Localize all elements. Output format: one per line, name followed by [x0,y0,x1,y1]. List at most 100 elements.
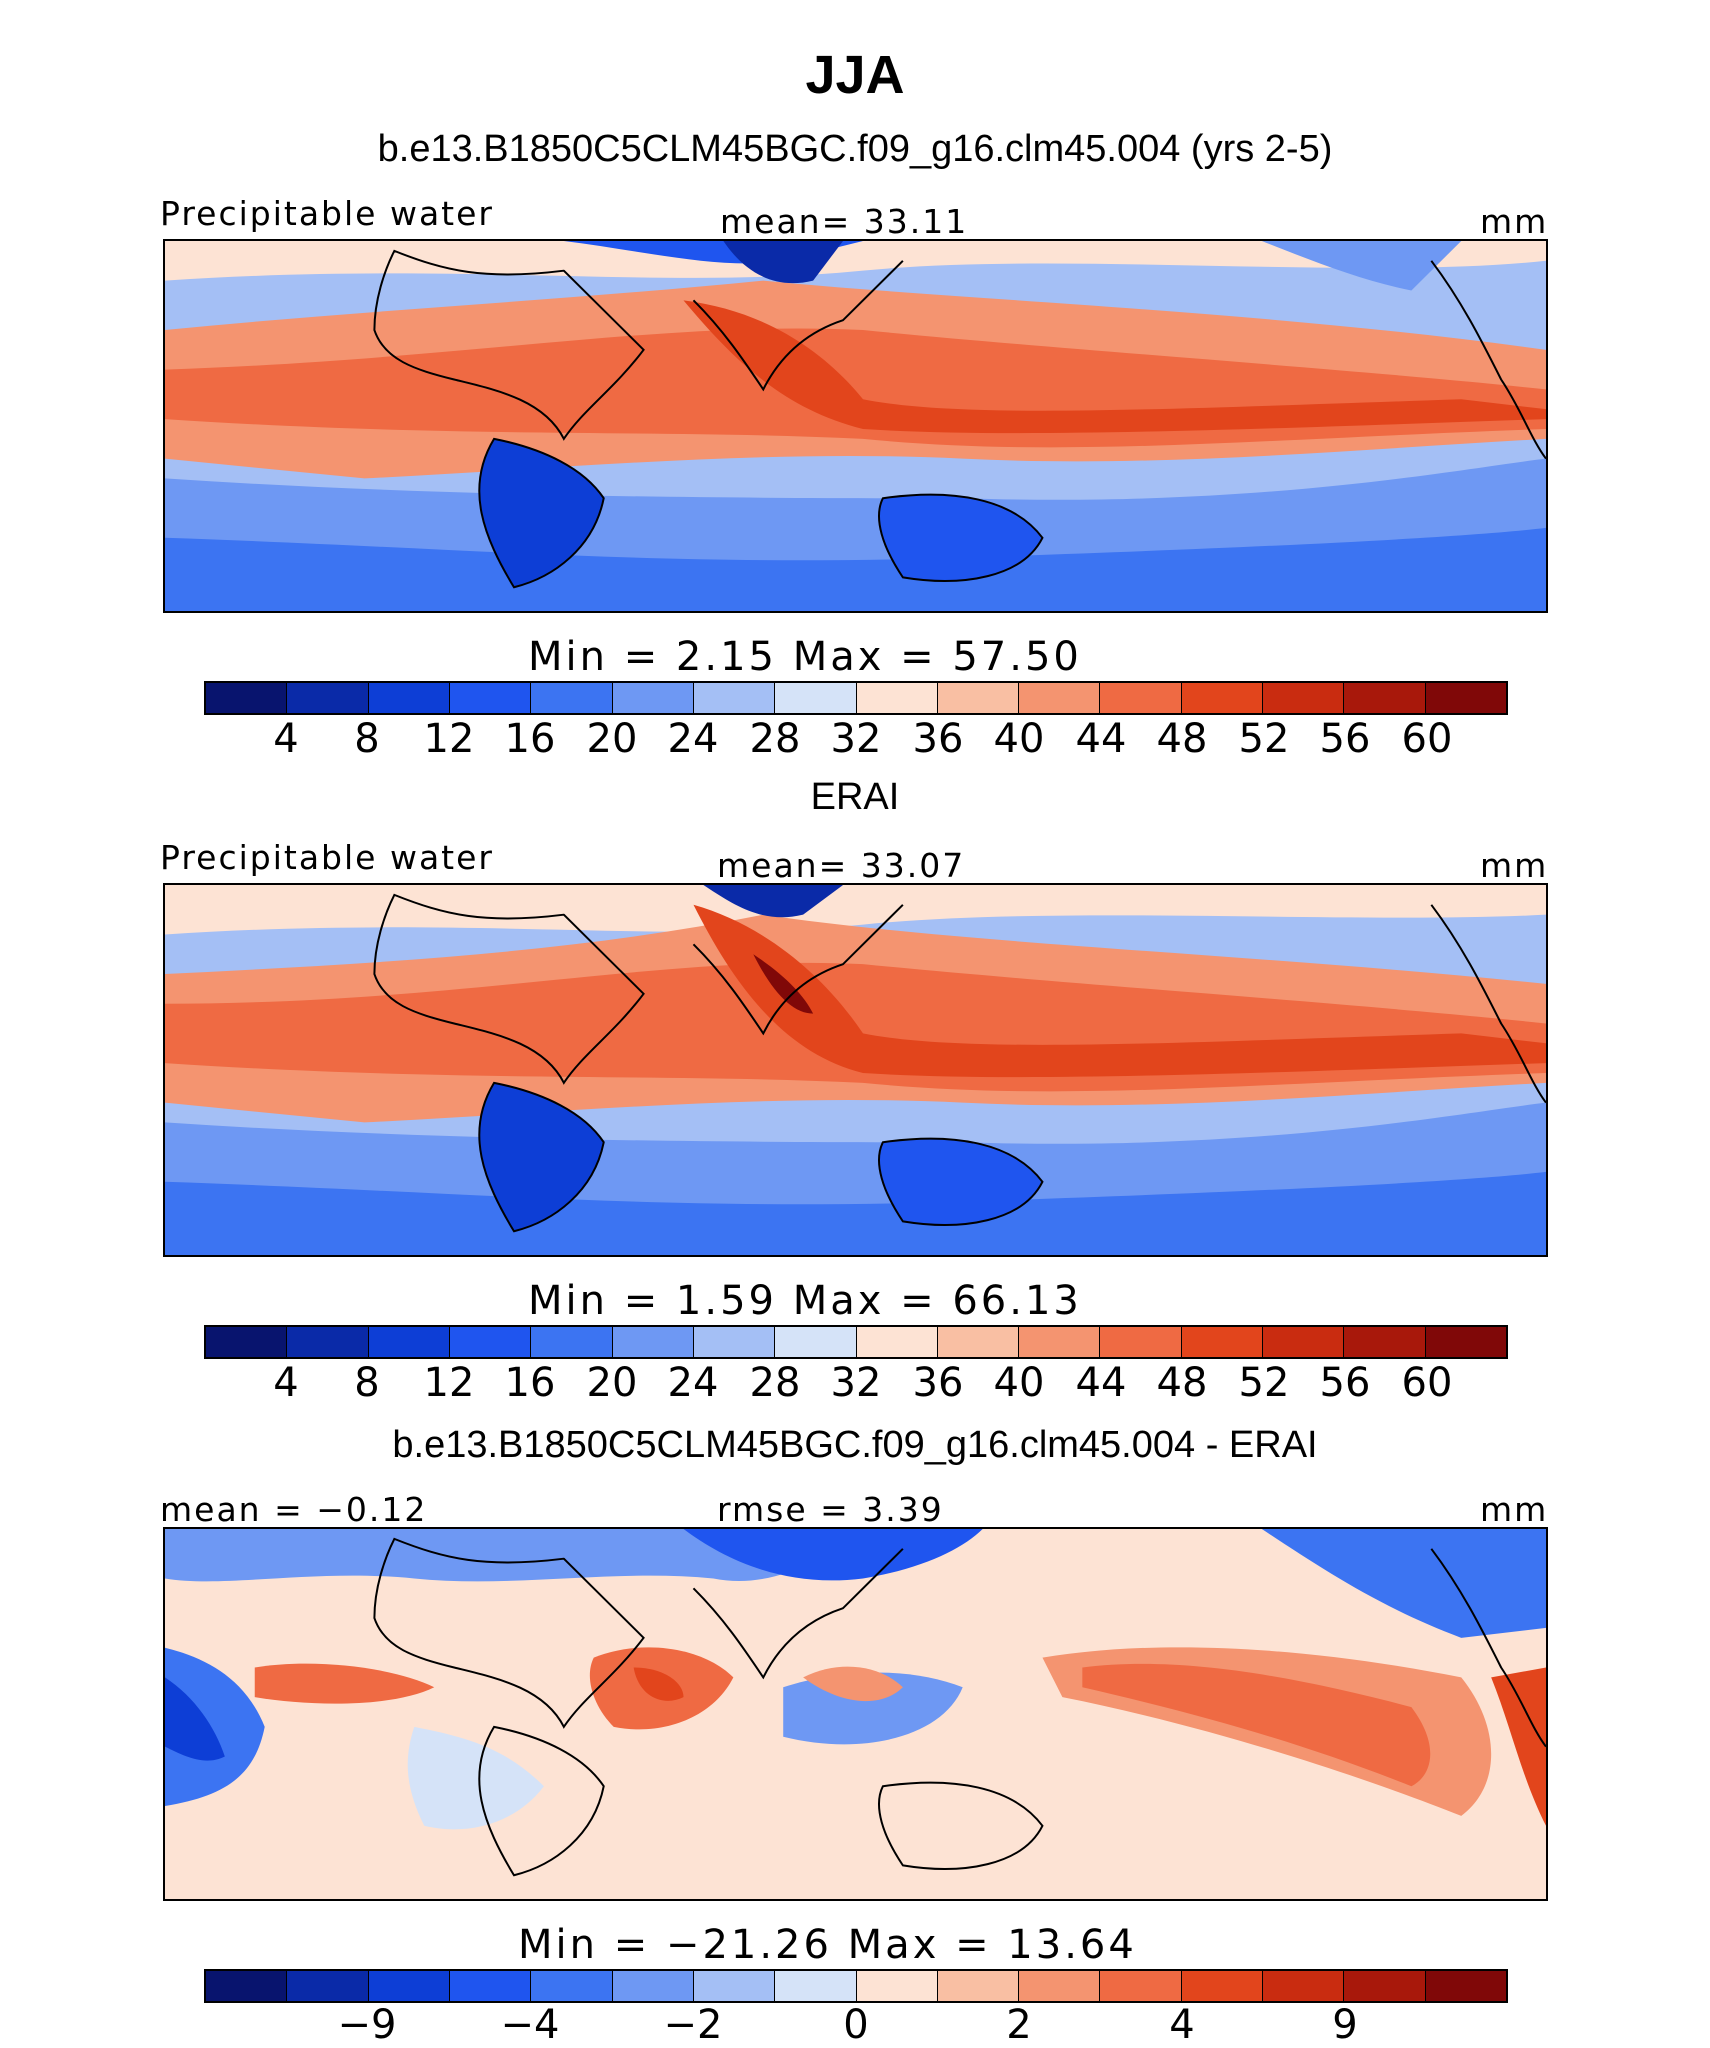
colorbar-tick: 0 [843,2002,869,2048]
panel-2-min-max: Min = 1.59 Max = 66.13 [528,1278,1082,1324]
colorbar-tick: 52 [1238,1360,1290,1406]
colorbar-tick: 28 [749,1360,801,1406]
colorbar-tick: 16 [504,716,556,762]
colorbar-3-swatch [1019,1971,1101,2001]
panel-2-variable-label: Precipitable water [160,838,494,877]
colorbar-3-swatch [1344,1971,1426,2001]
panel-3-min-max: Min = −21.26 Max = 13.64 [518,1922,1137,1968]
colorbar-2-swatch [693,1327,776,1357]
colorbar-2-swatch [1181,1327,1264,1357]
colorbar-tick: 44 [1075,1360,1127,1406]
colorbar-tick: 4 [273,716,299,762]
colorbar-tick: 16 [504,1360,556,1406]
panel-3-rmse-label: rmse = 3.39 [717,1490,944,1529]
colorbar-1-swatch [1181,683,1264,713]
colorbar-2-swatch [531,1327,613,1357]
colorbar-3-swatch [287,1971,369,2001]
colorbar-tick: 12 [423,716,475,762]
colorbar-3-swatch [368,1971,450,2001]
colorbar-2-swatch [775,1327,857,1357]
colorbar-tick: 24 [667,1360,719,1406]
colorbar-1-swatch [206,683,288,713]
colorbar-1-swatch [1100,683,1182,713]
colorbar-tick: 28 [749,716,801,762]
colorbar-2-swatch [1425,1327,1506,1357]
colorbar-1-swatch [1344,683,1426,713]
colorbar-1-swatch [287,683,369,713]
panel-1-variable-label: Precipitable water [160,194,494,233]
colorbar-tick: 40 [993,1360,1045,1406]
colorbar-tick: 48 [1156,716,1208,762]
colorbar-tick: 24 [667,716,719,762]
panel-1-mean-label: mean= 33.11 [720,202,969,241]
colorbar-tick: 2 [1006,2002,1032,2048]
figure-title: JJA [805,45,905,105]
colorbar-2-swatch [368,1327,450,1357]
colorbar-1-swatch [612,683,694,713]
colorbar-3-swatch [1100,1971,1182,2001]
colorbar-2-swatch [612,1327,694,1357]
colorbar-tick: 9 [1332,2002,1358,2048]
panel-3-map [163,1527,1548,1901]
panel-3-colorbar [204,1969,1508,2003]
panel-3-title: b.e13.B1850C5CLM45BGC.f09_g16.clm45.004 … [392,1424,1318,1466]
colorbar-3-swatch [206,1971,288,2001]
panel-2-map [163,883,1548,1257]
colorbar-tick: 20 [586,716,638,762]
colorbar-2-swatch [1100,1327,1182,1357]
panel-2-colorbar [204,1325,1508,1359]
colorbar-tick: 20 [586,1360,638,1406]
panel-2-title: ERAI [810,776,900,818]
panel-1-colorbar [204,681,1508,715]
colorbar-2-swatch [1344,1327,1426,1357]
colorbar-1-swatch [693,683,776,713]
colorbar-tick: −4 [500,2002,560,2048]
colorbar-tick: 60 [1401,1360,1453,1406]
colorbar-tick: −9 [337,2002,397,2048]
panel-2-units: mm [1480,846,1549,885]
colorbar-3-swatch [775,1971,857,2001]
colorbar-tick: 8 [354,716,380,762]
colorbar-2-swatch [206,1327,288,1357]
colorbar-3-swatch [856,1971,938,2001]
colorbar-1-swatch [1425,683,1506,713]
colorbar-tick: 4 [1169,2002,1195,2048]
panel-1-field [165,241,1546,611]
colorbar-tick: 52 [1238,716,1290,762]
colorbar-tick: 4 [273,1360,299,1406]
colorbar-2-swatch [937,1327,1020,1357]
colorbar-3-swatch [937,1971,1020,2001]
colorbar-3-swatch [531,1971,613,2001]
colorbar-2-swatch [1019,1327,1101,1357]
colorbar-tick: 56 [1319,1360,1371,1406]
colorbar-3-swatch [693,1971,776,2001]
panel-1-min-max: Min = 2.15 Max = 57.50 [528,634,1082,680]
panel-1-map [163,239,1548,613]
colorbar-tick: 36 [912,716,964,762]
panel-3-field [165,1529,1546,1899]
colorbar-tick: 12 [423,1360,475,1406]
panel-2-mean-label: mean= 33.07 [717,846,966,885]
colorbar-1-swatch [775,683,857,713]
colorbar-tick: 60 [1401,716,1453,762]
colorbar-1-swatch [937,683,1020,713]
panel-1-title: b.e13.B1850C5CLM45BGC.f09_g16.clm45.004 … [377,128,1333,170]
colorbar-tick: 44 [1075,716,1127,762]
colorbar-2-swatch [856,1327,938,1357]
colorbar-2-swatch [449,1327,532,1357]
colorbar-tick: 48 [1156,1360,1208,1406]
colorbar-2-swatch [1263,1327,1345,1357]
colorbar-3-swatch [1425,1971,1506,2001]
colorbar-1-swatch [1019,683,1101,713]
panel-3-mean-label: mean = −0.12 [160,1490,428,1529]
colorbar-3-swatch [1181,1971,1264,2001]
colorbar-3-swatch [449,1971,532,2001]
panel-1-units: mm [1480,202,1549,241]
colorbar-1-swatch [449,683,532,713]
colorbar-tick: 36 [912,1360,964,1406]
colorbar-tick: 32 [830,1360,882,1406]
colorbar-tick: 32 [830,716,882,762]
panel-2-field [165,885,1546,1255]
colorbar-2-swatch [287,1327,369,1357]
colorbar-1-swatch [1263,683,1345,713]
